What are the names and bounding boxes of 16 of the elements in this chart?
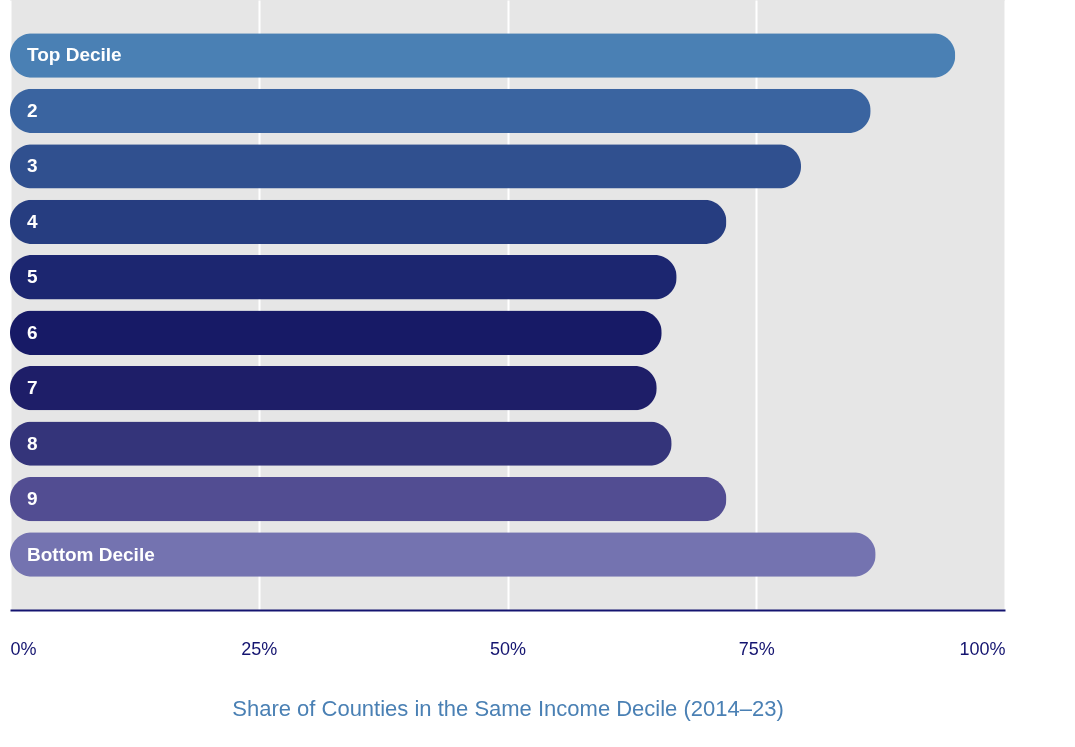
y-tick-label: Top Decile <box>27 44 122 66</box>
x-tick-label: 75% <box>738 638 775 659</box>
y-tick-label: 2 <box>27 99 38 121</box>
x-tick-label: 25% <box>241 638 278 659</box>
x-tick-label: 0% <box>10 638 37 659</box>
x-tick-label: 50% <box>489 638 527 659</box>
x-axis-title: Share of Counties in the Same Income Decile (2014–23) <box>232 695 784 721</box>
y-tick-label: 4 <box>27 210 38 232</box>
y-tick-label: 8 <box>27 432 38 454</box>
y-tick-label: Bottom Decile <box>27 543 155 565</box>
x-tick-label: 100% <box>959 638 1006 659</box>
y-tick-label: 7 <box>27 377 38 399</box>
y-tick-label: 9 <box>27 488 38 510</box>
y-tick-label: 3 <box>27 155 38 177</box>
y-tick-label: 6 <box>27 321 38 343</box>
y-tick-label: 5 <box>27 266 38 288</box>
